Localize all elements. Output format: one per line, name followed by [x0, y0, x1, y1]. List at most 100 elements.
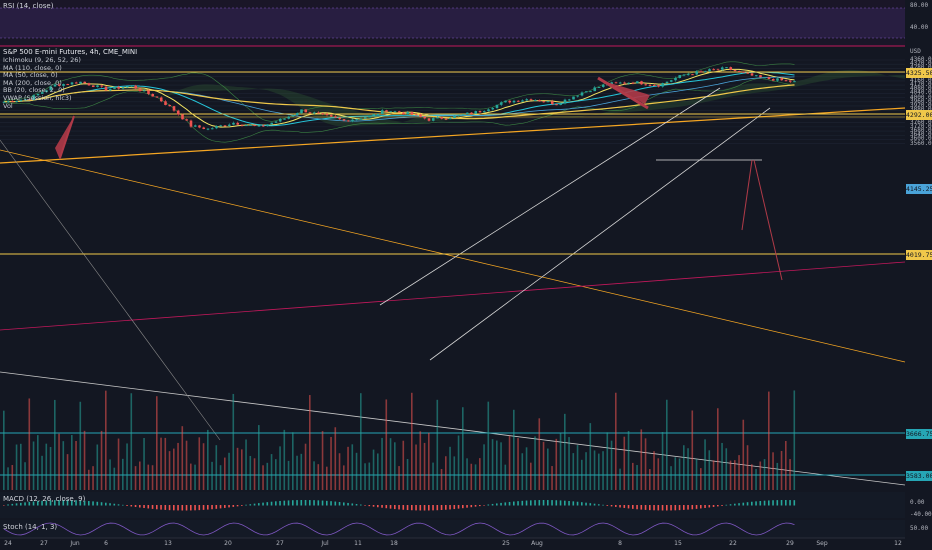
macd-histogram-bar	[683, 505, 685, 510]
volume-bar	[347, 446, 349, 490]
macd-histogram-bar	[700, 505, 702, 509]
price-axis-label: 4040.00	[910, 89, 932, 97]
price-tag: 4019.75	[906, 250, 932, 260]
macd-histogram-bar	[338, 501, 341, 506]
volume-bar	[704, 439, 706, 490]
macd-histogram-bar	[717, 505, 719, 507]
volume-bar	[11, 465, 14, 490]
indicator-ma200[interactable]: MA (200, close, 0)	[3, 78, 62, 87]
candle-body	[15, 101, 19, 103]
macd-histogram-bar	[496, 503, 498, 506]
volume-bar	[355, 452, 358, 490]
candle-body	[49, 86, 53, 91]
candle-body	[57, 84, 61, 86]
volume-bar	[109, 459, 111, 490]
volume-bar	[71, 435, 73, 490]
volume-bar	[287, 460, 290, 490]
macd-histogram-bar	[568, 500, 570, 506]
volume-bar	[343, 465, 345, 490]
indicator-ichimoku[interactable]: Ichimoku (9, 26, 52, 26)	[3, 56, 81, 64]
candle-body	[28, 99, 31, 101]
stoch-pane	[0, 520, 905, 538]
stoch-pane-label[interactable]: Stoch (14, 1, 3)	[3, 523, 58, 531]
macd-histogram-bar	[262, 502, 264, 506]
volume-bar	[20, 443, 22, 490]
macd-histogram-bar	[24, 502, 26, 506]
candle-body	[134, 85, 138, 89]
macd-histogram-bar	[32, 501, 35, 506]
time-axis-label: 24	[4, 540, 12, 547]
candle-body	[261, 125, 265, 127]
volume-bar	[207, 429, 209, 490]
macd-histogram-bar	[334, 501, 337, 506]
candle-body	[351, 119, 354, 122]
volume-bar	[381, 437, 383, 490]
candle-body	[257, 125, 261, 127]
arrow-stem-1	[59, 115, 75, 159]
candle-body	[142, 90, 146, 92]
macd-histogram-bar	[725, 504, 728, 506]
candle-body	[686, 74, 690, 76]
candle-body	[11, 101, 14, 103]
volume-bar	[508, 435, 511, 490]
time-axis-label: 29	[786, 540, 794, 547]
volume-bar	[385, 399, 388, 490]
candle-body	[215, 126, 218, 129]
macd-histogram-bar	[232, 505, 235, 507]
macd-histogram-bar	[508, 501, 511, 506]
macd-histogram-bar	[542, 500, 545, 506]
symbol-title[interactable]: S&P 500 E-mini Futures, 4h, CME_MINI	[3, 48, 138, 56]
volume-bar	[372, 449, 375, 490]
macd-histogram-bar	[440, 505, 443, 511]
volume-bar	[487, 401, 490, 490]
macd-histogram-bar	[28, 501, 31, 506]
candle-body	[538, 99, 541, 102]
candle-body	[45, 90, 48, 93]
volume-bar	[75, 440, 77, 490]
candle-body	[100, 85, 104, 87]
macd-histogram-bar	[177, 505, 179, 511]
candle-body	[164, 101, 167, 105]
macd-histogram-bar	[253, 503, 256, 506]
volume-bar	[275, 459, 277, 490]
volume-bar	[241, 449, 243, 490]
volume-bar	[245, 439, 247, 490]
time-axis-label: 20	[224, 540, 232, 547]
volume-bar	[496, 440, 498, 490]
time-axis-label: 15	[674, 540, 682, 547]
indicator-ma50[interactable]: MA (50, close, 0)	[3, 71, 58, 80]
candle-body	[448, 118, 452, 120]
candle-body	[431, 118, 435, 121]
candle-body	[410, 112, 414, 115]
volume-bar	[202, 443, 205, 490]
volume-bar	[666, 399, 668, 490]
indicator-bb[interactable]: BB (20, close, 2, 0)	[3, 86, 65, 95]
candle-body	[159, 97, 163, 102]
time-axis-label: 13	[164, 540, 172, 547]
macd-pane-label[interactable]: MACD (12, 26, close, 9)	[3, 495, 86, 503]
candle-body	[593, 87, 597, 92]
macd-histogram-bar	[270, 501, 273, 506]
volume-bar	[700, 468, 702, 490]
candle-body	[470, 112, 473, 114]
macd-histogram-bar	[691, 505, 694, 510]
rsi-pane-label[interactable]: RSI (14, close)	[3, 2, 54, 10]
candle-body	[312, 112, 316, 114]
macd-histogram-bar	[130, 505, 133, 507]
indicator-vol[interactable]: Vol	[3, 101, 13, 110]
volume-bar	[232, 393, 235, 490]
macd-histogram-bar	[241, 505, 243, 506]
volume-bar	[66, 454, 69, 490]
volume-bar	[670, 466, 672, 490]
indicator-ma110[interactable]: MA (110, close, 0)	[3, 63, 62, 72]
volume-bar	[746, 445, 749, 490]
candle-body	[533, 99, 537, 101]
macd-histogram-bar	[763, 500, 766, 506]
macd-histogram-bar	[789, 500, 791, 506]
indicator-vwap[interactable]: VWAP (Session, hlc3)	[3, 93, 72, 102]
candle-body	[682, 74, 686, 76]
macd-histogram-bar	[555, 500, 558, 506]
volume-bar	[419, 431, 422, 490]
